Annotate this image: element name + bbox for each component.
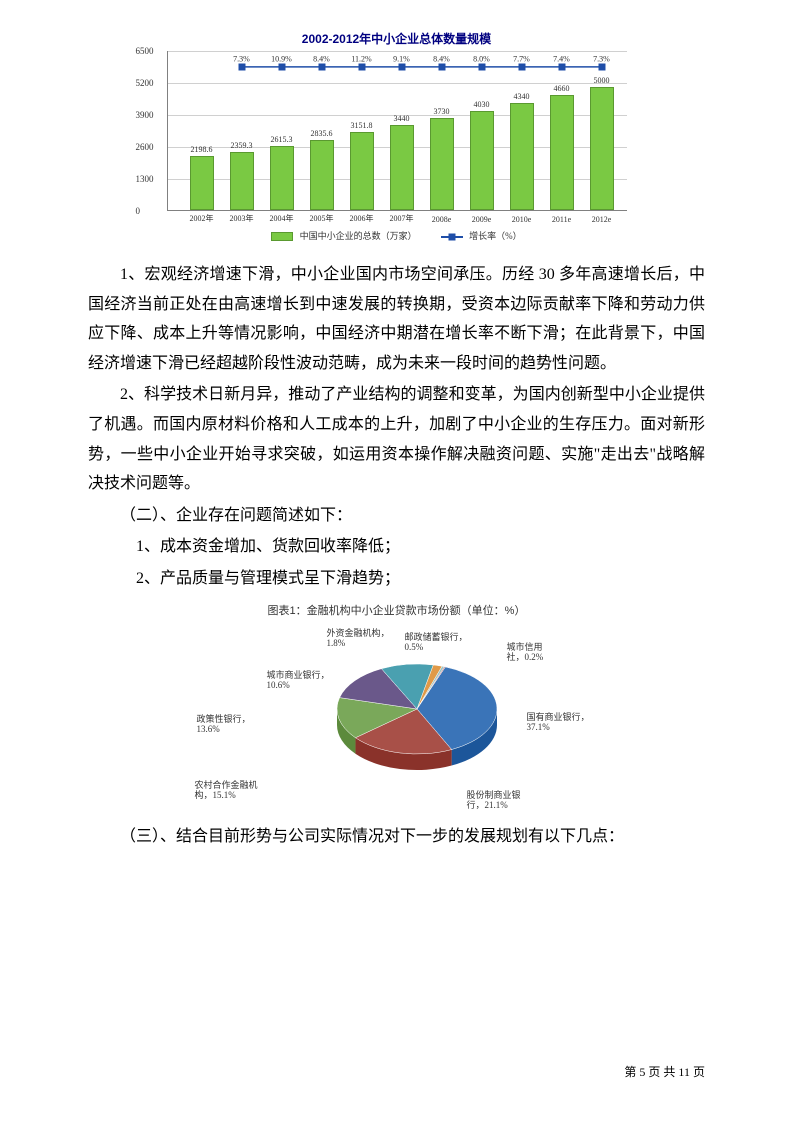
bar-xtick: 2007年: [390, 213, 414, 224]
growth-pct-label: 7.4%: [553, 54, 570, 63]
line-marker: [598, 64, 605, 71]
growth-pct-label: 8.0%: [473, 54, 490, 63]
bar-chart-plot: 0130026003900520065002198.62002年2359.320…: [167, 51, 627, 211]
pie-slice-label: 邮政储蓄银行，0.5%: [405, 632, 468, 654]
pie-chart-container: 图表1：金融机构中小企业贷款市场份额（单位：%） 国有商业银行，37.1% 股份制…: [177, 602, 617, 812]
bar-value-label: 5000: [594, 76, 610, 85]
bar-ytick: 2600: [136, 142, 154, 152]
paragraph-2: 2、科学技术日新月异，推动了产业结构的调整和变革，为国内创新型中小企业提供了机遇…: [88, 380, 705, 498]
growth-pct-label: 7.3%: [593, 54, 610, 63]
pie-chart-plot: 国有商业银行，37.1% 股份制商业银行，21.1% 农村合作金融机构，15.1% 政…: [177, 622, 617, 812]
line-marker: [518, 64, 525, 71]
bar-value-label: 2835.6: [311, 129, 333, 138]
line-marker: [478, 64, 485, 71]
bar: 2198.6: [190, 156, 214, 210]
pie-slice-label: 城市商业银行，10.6%: [267, 670, 330, 692]
paragraph-1: 1、宏观经济增速下滑，中小企业国内市场空间承压。历经 30 多年高速增长后，中国…: [88, 260, 705, 378]
bar: 2835.6: [310, 140, 334, 210]
bar: 2359.3: [230, 152, 254, 210]
bar-chart-container: 2002-2012年中小企业总体数量规模 0130026003900520065…: [167, 30, 627, 242]
bar-xtick: 2011e: [552, 215, 571, 224]
bar-value-label: 4340: [514, 92, 530, 101]
growth-pct-label: 7.7%: [513, 54, 530, 63]
footer-total: 11: [678, 1065, 690, 1079]
section-3-intro: （三）、结合目前形势与公司实际情况对下一步的发展规划有以下几点：: [88, 822, 705, 852]
bar-xtick: 2008e: [432, 215, 452, 224]
footer-suffix: 页: [690, 1065, 705, 1079]
bar-xtick: 2005年: [310, 213, 334, 224]
pie-chart-title: 图表1：金融机构中小企业贷款市场份额（单位：%）: [177, 602, 617, 618]
footer-mid: 页 共: [645, 1065, 678, 1079]
bar-chart-title: 2002-2012年中小企业总体数量规模: [167, 30, 627, 47]
bar: 3730: [430, 118, 454, 210]
bar-xtick: 2006年: [350, 213, 374, 224]
bar-ytick: 1300: [136, 174, 154, 184]
pie-slice-label: 城市信用社，0.2%: [507, 642, 544, 664]
section-2-intro: （二）、企业存在问题简述如下：: [88, 501, 705, 531]
bar-xtick: 2010e: [512, 215, 532, 224]
bar-ytick: 6500: [136, 46, 154, 56]
bar-value-label: 2359.3: [231, 141, 253, 150]
growth-pct-label: 8.4%: [313, 54, 330, 63]
bar-xtick: 2003年: [230, 213, 254, 224]
bar-value-label: 2615.3: [271, 135, 293, 144]
legend-swatch-line: [441, 236, 463, 238]
legend-swatch-bar: [271, 232, 293, 241]
bar: 4660: [550, 95, 574, 210]
pie-slice-label: 政策性银行，13.6%: [197, 714, 251, 736]
growth-pct-label: 7.3%: [233, 54, 250, 63]
bar: 5000: [590, 87, 614, 210]
line-marker: [558, 64, 565, 71]
legend-label-line: 增长率（%）: [469, 231, 522, 241]
bar-value-label: 3730: [434, 107, 450, 116]
pie-slice-label: 国有商业银行，37.1%: [527, 712, 590, 734]
bar-ytick: 5200: [136, 78, 154, 88]
bar: 3440: [390, 125, 414, 210]
growth-pct-label: 11.2%: [351, 54, 371, 63]
bar: 2615.3: [270, 146, 294, 210]
bar-ytick: 0: [136, 206, 141, 216]
bar-value-label: 4660: [554, 84, 570, 93]
pie-slice-label: 外资金融机构，1.8%: [327, 628, 390, 650]
section-2-item-1: 1、成本资金增加、货款回收率降低；: [88, 532, 705, 562]
line-marker: [358, 64, 365, 71]
pie-slice-label: 股份制商业银行，21.1%: [467, 790, 521, 812]
page-footer: 第 5 页 共 11 页: [624, 1063, 705, 1080]
growth-pct-label: 10.9%: [271, 54, 292, 63]
bar-chart-legend: 中国中小企业的总数（万家） 增长率（%）: [167, 229, 627, 242]
bar-xtick: 2009e: [472, 215, 492, 224]
bar-xtick: 2002年: [190, 213, 214, 224]
section-2-item-2: 2、产品质量与管理模式呈下滑趋势；: [88, 564, 705, 594]
bar-ytick: 3900: [136, 110, 154, 120]
footer-prefix: 第: [624, 1065, 639, 1079]
growth-pct-label: 8.4%: [433, 54, 450, 63]
bar-value-label: 2198.6: [191, 145, 213, 154]
growth-pct-label: 9.1%: [393, 54, 410, 63]
pie-slice-label: 农村合作金融机构，15.1%: [195, 780, 258, 802]
legend-label-bar: 中国中小企业的总数（万家）: [300, 231, 417, 241]
bar: 3151.8: [350, 132, 374, 210]
bar-value-label: 3440: [394, 114, 410, 123]
line-marker: [238, 64, 245, 71]
bar-value-label: 4030: [474, 100, 490, 109]
line-marker: [438, 64, 445, 71]
line-marker: [318, 64, 325, 71]
bar: 4030: [470, 111, 494, 210]
bar-xtick: 2012e: [592, 215, 612, 224]
line-marker: [278, 64, 285, 71]
bar-value-label: 3151.8: [351, 121, 373, 130]
bar-xtick: 2004年: [270, 213, 294, 224]
section-3-intro-text: （三）、结合目前形势与公司实际情况对下一步的发展规划有以下几点：: [120, 828, 624, 845]
bar: 4340: [510, 103, 534, 210]
line-marker: [398, 64, 405, 71]
